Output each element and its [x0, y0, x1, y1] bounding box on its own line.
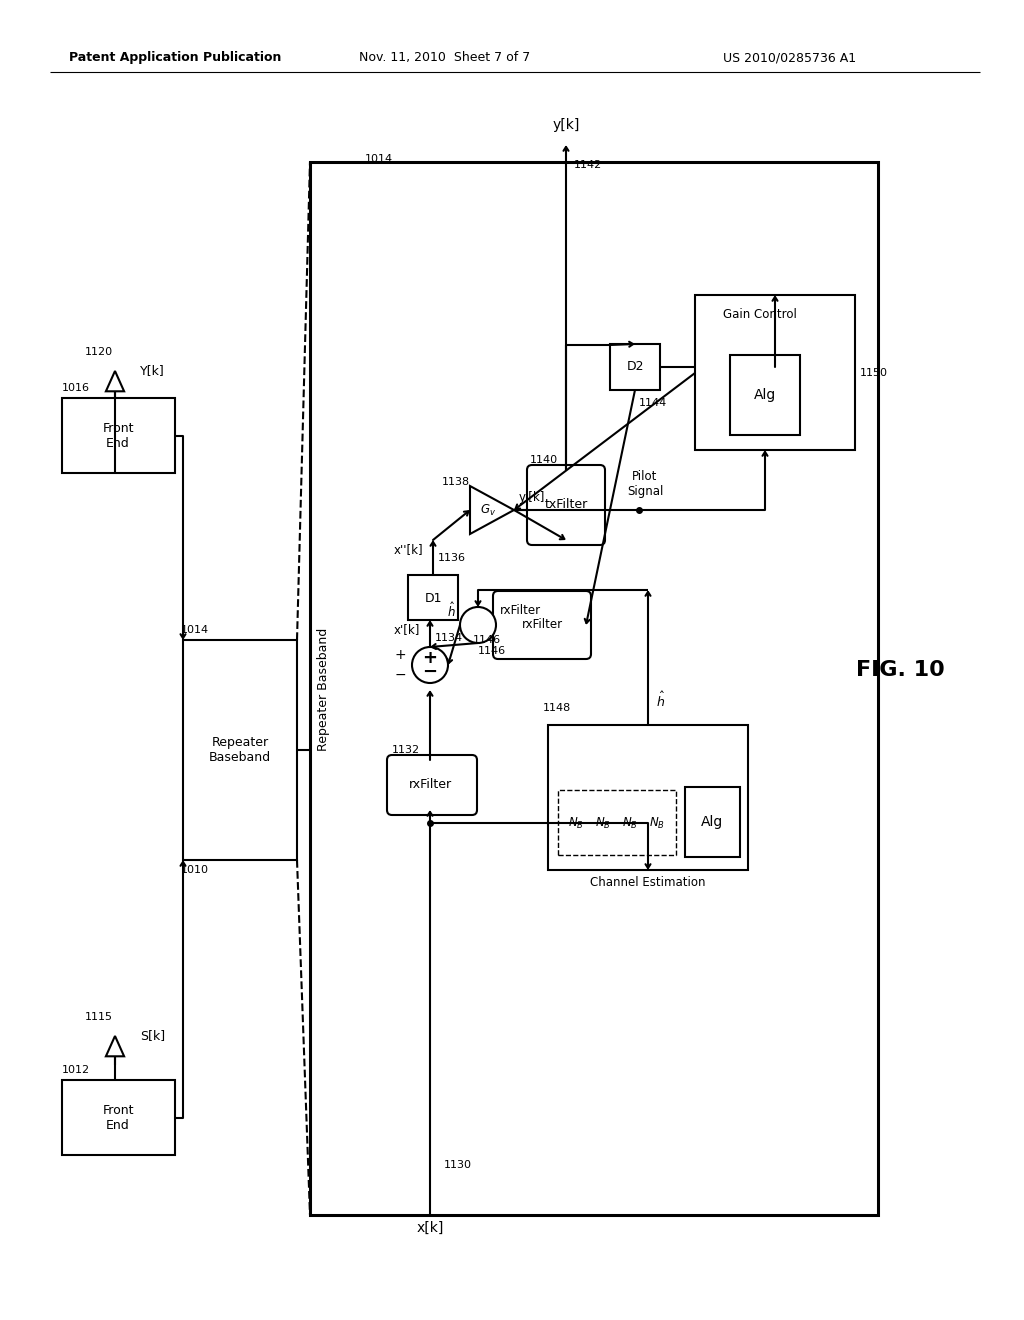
Text: txFilter: txFilter	[545, 499, 588, 511]
Bar	[310, 162, 878, 1214]
Text: D1: D1	[424, 591, 441, 605]
Text: Alg: Alg	[754, 388, 776, 403]
Text: Nov. 11, 2010  Sheet 7 of 7: Nov. 11, 2010 Sheet 7 of 7	[359, 51, 530, 65]
Text: 1016: 1016	[62, 383, 90, 393]
Text: Gain Control: Gain Control	[723, 309, 797, 322]
Text: 1120: 1120	[85, 347, 113, 356]
Bar	[685, 787, 740, 857]
Text: Channel Estimation: Channel Estimation	[590, 875, 706, 888]
Text: 1138: 1138	[442, 477, 470, 487]
Bar	[408, 576, 458, 620]
Text: 1014: 1014	[365, 154, 393, 164]
Text: Repeater Baseband: Repeater Baseband	[317, 627, 331, 751]
FancyBboxPatch shape	[387, 755, 477, 814]
Bar	[730, 355, 800, 436]
Bar	[62, 1080, 175, 1155]
FancyBboxPatch shape	[493, 591, 591, 659]
Text: 1130: 1130	[444, 1160, 472, 1170]
Text: 1134: 1134	[435, 634, 463, 643]
Bar	[610, 345, 660, 389]
Text: 1010: 1010	[181, 865, 209, 875]
Bar	[548, 725, 748, 870]
Bar	[62, 399, 175, 473]
Text: 1132: 1132	[392, 744, 420, 755]
Text: $N_B$: $N_B$	[649, 816, 665, 830]
Text: +: +	[423, 649, 437, 667]
Text: $N_B$: $N_B$	[595, 816, 611, 830]
Circle shape	[412, 647, 449, 682]
Text: $\hat{h}$: $\hat{h}$	[447, 602, 456, 620]
Text: −: −	[394, 668, 406, 682]
Text: Front
End: Front End	[102, 422, 134, 450]
Text: y'[k]: y'[k]	[519, 491, 545, 504]
Text: rxFilter: rxFilter	[409, 779, 452, 792]
Text: $N_B$: $N_B$	[568, 816, 584, 830]
Text: rxFilter: rxFilter	[500, 605, 541, 618]
Bar	[558, 789, 676, 855]
Text: 1142: 1142	[574, 160, 602, 170]
Text: x''[k]: x''[k]	[393, 544, 423, 557]
Text: 1146: 1146	[478, 645, 506, 656]
Text: $G_v$: $G_v$	[480, 503, 496, 517]
Text: 1136: 1136	[438, 553, 466, 564]
Bar	[695, 294, 855, 450]
Text: rxFilter: rxFilter	[521, 619, 562, 631]
Circle shape	[460, 607, 496, 643]
Text: S[k]: S[k]	[140, 1030, 165, 1043]
Text: Alg: Alg	[700, 814, 723, 829]
Text: 1150: 1150	[860, 368, 888, 378]
Text: 1148: 1148	[543, 704, 571, 713]
Text: 1140: 1140	[530, 455, 558, 465]
Text: −: −	[423, 663, 437, 681]
Text: Pilot
Signal: Pilot Signal	[627, 470, 664, 498]
Text: $N_B$: $N_B$	[622, 816, 638, 830]
Text: D2: D2	[627, 360, 644, 374]
Text: x'[k]: x'[k]	[393, 623, 420, 636]
Text: 1146: 1146	[473, 635, 501, 645]
Text: Patent Application Publication: Patent Application Publication	[69, 51, 282, 65]
Text: Front
End: Front End	[102, 1104, 134, 1133]
FancyBboxPatch shape	[527, 465, 605, 545]
Text: US 2010/0285736 A1: US 2010/0285736 A1	[723, 51, 856, 65]
Text: +: +	[394, 648, 406, 663]
Text: 1144: 1144	[639, 399, 668, 408]
Text: 1014: 1014	[181, 624, 209, 635]
Text: $\hat{h}$: $\hat{h}$	[656, 690, 665, 710]
Text: Y[k]: Y[k]	[140, 364, 165, 378]
Text: 1012: 1012	[62, 1065, 90, 1074]
Text: Repeater
Baseband: Repeater Baseband	[209, 737, 271, 764]
Text: y[k]: y[k]	[552, 117, 580, 132]
Text: x[k]: x[k]	[417, 1221, 443, 1236]
Bar	[183, 640, 297, 861]
Text: FIG. 10: FIG. 10	[856, 660, 944, 680]
Text: 1115: 1115	[85, 1012, 113, 1022]
